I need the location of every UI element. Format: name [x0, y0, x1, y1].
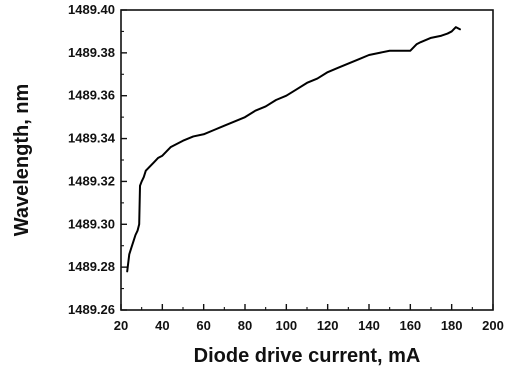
x-tick-label: 180 — [441, 318, 463, 333]
series-line — [126, 26, 461, 273]
plot-frame — [120, 9, 494, 311]
x-tick-label: 40 — [155, 318, 169, 333]
x-axis-tick-labels: 20 40 60 80 100 120 140 160 180 200 — [114, 318, 504, 333]
x-axis-title: Diode drive current, mA — [194, 345, 421, 367]
x-tick-label: 20 — [114, 318, 128, 333]
y-tick-label: 1489.38 — [68, 45, 115, 60]
x-tick-label: 160 — [399, 318, 421, 333]
x-tick-label: 100 — [275, 318, 297, 333]
x-tick-label: 140 — [358, 318, 380, 333]
y-tick-label: 1489.36 — [68, 88, 115, 103]
x-axis-ticks — [120, 304, 494, 310]
y-axis-ticks — [121, 9, 127, 311]
y-tick-label: 1489.28 — [68, 259, 115, 274]
y-tick-label: 1489.32 — [68, 173, 115, 188]
y-tick-label: 1489.40 — [68, 2, 115, 17]
y-tick-label: 1489.34 — [68, 131, 116, 146]
y-axis-title: Wavelength, nm — [11, 84, 33, 237]
x-tick-label: 200 — [482, 318, 504, 333]
y-axis-tick-labels: 1489.26 1489.28 1489.30 1489.32 1489.34 1489.… — [68, 2, 116, 317]
x-tick-label: 60 — [196, 318, 210, 333]
y-tick-label: 1489.26 — [68, 302, 115, 317]
y-tick-label: 1489.30 — [68, 216, 115, 231]
x-tick-label: 120 — [317, 318, 339, 333]
x-tick-label: 80 — [238, 318, 252, 333]
